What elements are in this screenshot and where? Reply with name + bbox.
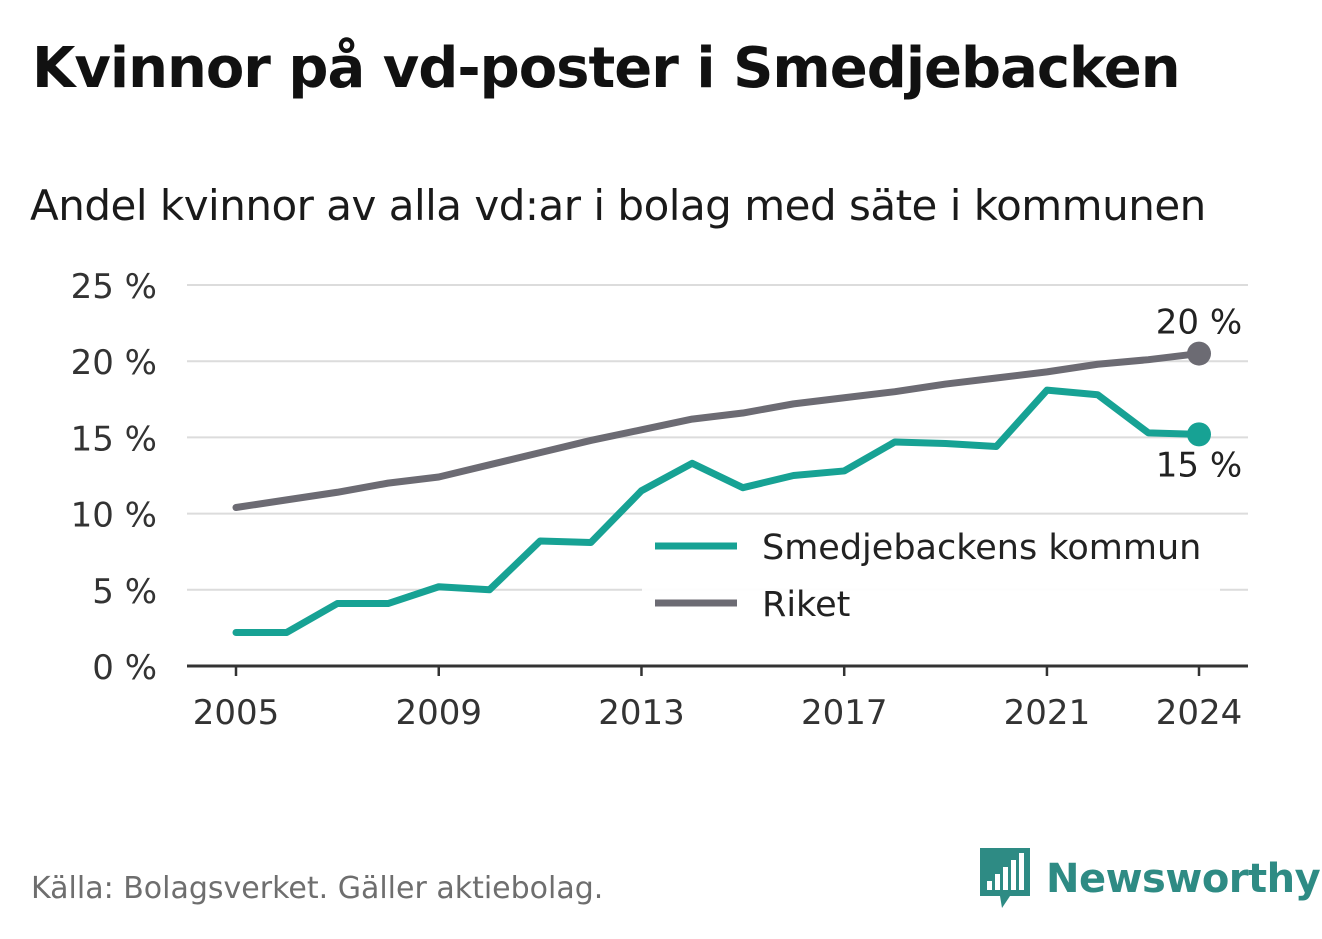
x-tick-label: 2021 [1004,693,1091,733]
series-end-point [1187,341,1211,366]
x-tick-label: 2024 [1156,693,1243,733]
x-tick-label: 2017 [801,693,888,733]
end-labels: 20 % 15 % [1156,303,1242,486]
y-tick-label: 5 % [92,572,157,612]
y-tick-label: 0 % [92,648,157,688]
series-end-point [1187,422,1211,447]
legend-label: Smedjebackens kommun [762,528,1201,568]
chart-subtitle: Andel kvinnor av alla vd:ar i bolag med … [30,181,1206,230]
y-axis-ticks: 0 % 5 % 10 % 15 % 20 % 25 % [71,267,157,688]
x-tick-label: 2013 [598,693,685,733]
y-tick-label: 15 % [71,419,157,459]
y-tick-label: 10 % [71,496,157,536]
legend-background [642,516,1220,626]
brand-name: Newsworthy [1046,856,1321,902]
series-line-riket [232,350,1203,512]
chart-title: Kvinnor på vd-poster i Smedjebacken [32,36,1181,101]
source-note: Källa: Bolagsverket. Gäller aktiebolag. [31,871,604,906]
end-label-smedjebacken: 15 % [1156,445,1242,485]
x-tick-label: 2009 [395,693,482,733]
legend: Smedjebackens kommun Riket [642,516,1220,626]
series-line-smedjebackens-kommun [232,386,1203,636]
bar-chart-speech-bubble-icon [980,848,1030,908]
series-lines [232,341,1211,636]
y-tick-label: 25 % [71,267,157,307]
x-tick-label: 2005 [193,693,280,733]
legend-label: Riket [762,585,850,625]
end-label-riket: 20 % [1156,303,1242,343]
x-axis-ticks: 2005 2009 2013 2017 2021 2024 [193,666,1243,733]
y-tick-label: 20 % [71,343,157,383]
brand-logo: Newsworthy [980,848,1321,910]
